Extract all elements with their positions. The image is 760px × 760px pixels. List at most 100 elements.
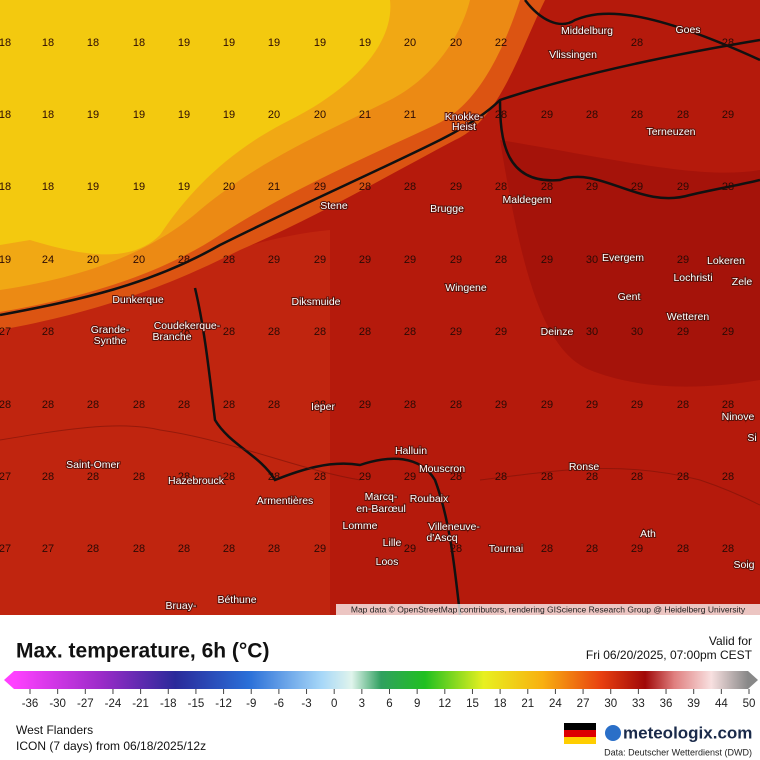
grid-value: 29 [631, 543, 643, 555]
grid-value: 20 [450, 37, 462, 49]
grid-value: 29 [314, 254, 326, 266]
grid-value: 28 [495, 254, 507, 266]
legend-tick-label: 27 [577, 698, 590, 710]
grid-value: 18 [0, 181, 11, 193]
place-label: Lokeren [707, 255, 745, 267]
grid-value: 28 [133, 399, 145, 411]
grid-value: 27 [42, 543, 54, 555]
grid-value: 28 [404, 181, 416, 193]
place-label: Hazebrouck [168, 475, 225, 487]
grid-value: 19 [223, 109, 235, 121]
legend-tick-label: 36 [660, 698, 673, 710]
grid-value: 28 [42, 471, 54, 483]
grid-value: 27 [0, 543, 11, 555]
legend-tick-label: -30 [49, 698, 66, 710]
grid-value: 28 [722, 471, 734, 483]
place-label: Dunkerque [112, 294, 164, 306]
grid-value: 18 [42, 37, 54, 49]
place-label: Si [747, 432, 756, 444]
data-source: Data: Deutscher Wetterdienst (DWD) [604, 747, 752, 757]
place-label: Marcq- [365, 491, 398, 503]
place-label: Zele [732, 276, 753, 288]
grid-value: 29 [495, 326, 507, 338]
grid-value: 28 [722, 543, 734, 555]
legend-tick-label: 6 [386, 698, 392, 710]
grid-value: 28 [541, 543, 553, 555]
grid-value: 28 [223, 471, 235, 483]
grid-value: 29 [495, 399, 507, 411]
grid-value: 21 [359, 109, 371, 121]
legend-tick-label: -18 [160, 698, 177, 710]
legend-ticks: -36 -30 -27 -24 -21 -18 -15 -12 -9 -6 -3 0 3 6 9 12 15 18… [22, 689, 756, 710]
place-label: Soig [733, 559, 754, 571]
grid-value: 29 [359, 471, 371, 483]
grid-value: 28 [677, 109, 689, 121]
legend-tick-label: -12 [215, 698, 232, 710]
grid-value: 30 [631, 326, 643, 338]
place-label: Béthune [217, 594, 256, 606]
grid-value: 19 [133, 109, 145, 121]
grid-value: 19 [223, 37, 235, 49]
grid-value: 28 [586, 543, 598, 555]
grid-value: 19 [87, 109, 99, 121]
grid-value: 19 [178, 37, 190, 49]
place-label: Wetteren [667, 311, 710, 323]
grid-value: 29 [450, 181, 462, 193]
place-label: Stene [320, 200, 348, 212]
model-run: ICON (7 days) from 06/18/2025/12z [16, 739, 206, 753]
place-label: Bruay- [166, 600, 197, 612]
grid-value: 28 [223, 326, 235, 338]
place-label: Synthe [94, 335, 127, 347]
region: West Flanders [16, 723, 93, 737]
grid-value: 27 [0, 326, 11, 338]
grid-value: 29 [541, 399, 553, 411]
place-label: Ronse [569, 461, 600, 473]
grid-value: 28 [87, 471, 99, 483]
grid-value: 28 [677, 471, 689, 483]
legend-tick-label: 39 [687, 698, 700, 710]
grid-value: 28 [268, 399, 280, 411]
brand[interactable]: meteologix.com [623, 723, 752, 742]
grid-value: 28 [586, 471, 598, 483]
place-label: Ieper [311, 401, 335, 413]
grid-value: 29 [450, 326, 462, 338]
grid-value: 18 [42, 109, 54, 121]
place-label: Middelburg [561, 25, 613, 37]
grid-value: 28 [541, 181, 553, 193]
grid-value: 28 [314, 326, 326, 338]
grid-value: 28 [586, 109, 598, 121]
grid-value: 29 [722, 326, 734, 338]
grid-value: 19 [359, 37, 371, 49]
grid-value: 20 [223, 181, 235, 193]
legend-tick-label: 15 [466, 698, 479, 710]
grid-value: 29 [722, 109, 734, 121]
grid-value: 18 [133, 37, 145, 49]
legend-tick-label: 3 [359, 698, 365, 710]
grid-value: 28 [677, 543, 689, 555]
grid-value: 28 [42, 326, 54, 338]
place-label: Saint-Omer [66, 459, 120, 471]
legend-tick-label: 24 [549, 698, 562, 710]
grid-value: 19 [87, 181, 99, 193]
grid-value: 29 [541, 109, 553, 121]
grid-value: 20 [268, 109, 280, 121]
grid-value: 29 [314, 543, 326, 555]
place-label: Brugge [430, 203, 464, 215]
grid-value: 28 [314, 399, 326, 411]
grid-value: 18 [87, 37, 99, 49]
grid-value: 28 [223, 543, 235, 555]
legend-tick-label: 50 [743, 698, 756, 710]
place-label: Tournai [489, 543, 523, 555]
legend-tick-label: -27 [77, 698, 94, 710]
grid-value: 28 [631, 109, 643, 121]
place-label: Branche [152, 331, 191, 343]
grid-value: 30 [586, 254, 598, 266]
legend-tick-label: -21 [132, 698, 149, 710]
place-label: Loos [376, 556, 399, 568]
place-label: en-Barœul [356, 503, 406, 515]
place-label: Mouscron [419, 463, 465, 475]
grid-value: 28 [631, 471, 643, 483]
grid-value: 28 [495, 471, 507, 483]
place-label: Knokke- [445, 111, 484, 123]
